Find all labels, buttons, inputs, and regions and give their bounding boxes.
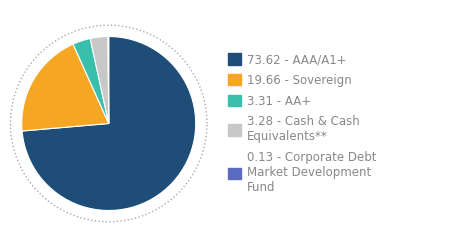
Wedge shape [90, 37, 109, 123]
Wedge shape [108, 37, 109, 123]
Wedge shape [22, 37, 196, 210]
Legend: 73.62 - AAA/A1+, 19.66 - Sovereign, 3.31 - AA+, 3.28 - Cash & Cash
Equivalents**: 73.62 - AAA/A1+, 19.66 - Sovereign, 3.31… [228, 53, 376, 194]
Wedge shape [22, 44, 109, 131]
Wedge shape [73, 39, 109, 123]
